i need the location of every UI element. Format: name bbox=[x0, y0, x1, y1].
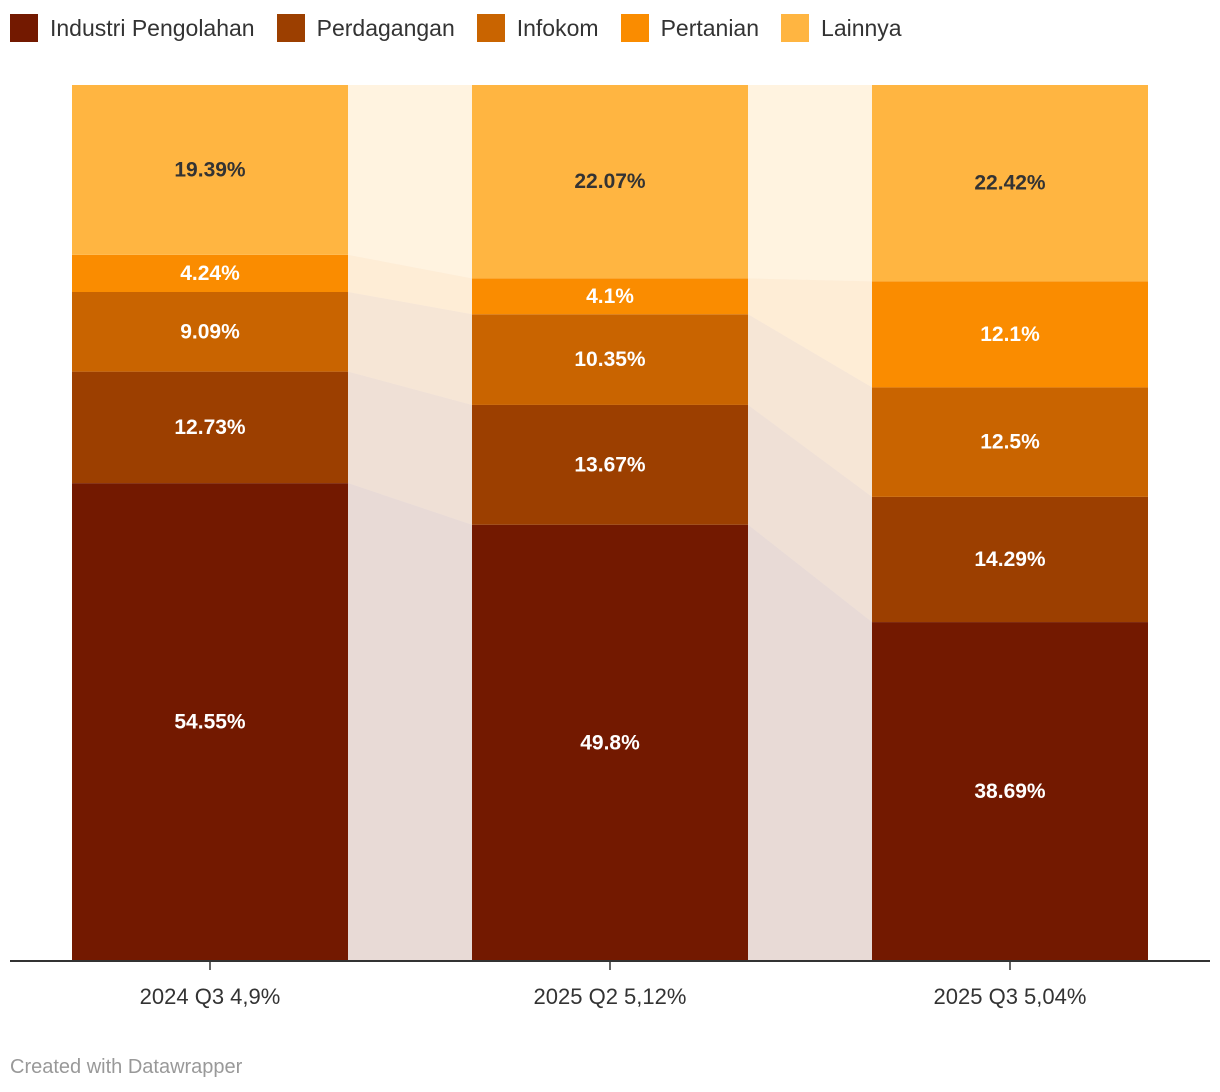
data-label: 14.29% bbox=[974, 548, 1046, 571]
data-label: 12.73% bbox=[174, 416, 246, 439]
datawrapper-credit: Created with Datawrapper bbox=[10, 1056, 243, 1078]
legend-label: Pertanian bbox=[660, 14, 760, 41]
connector-ribbon bbox=[748, 524, 872, 961]
legend-swatch bbox=[781, 14, 810, 42]
connector-ribbons bbox=[348, 85, 872, 961]
connector-ribbon bbox=[348, 85, 472, 279]
legend-item: Perdagangan bbox=[276, 14, 455, 42]
x-tick-label: 2025 Q3 5,04% bbox=[934, 984, 1087, 1009]
bar-segment bbox=[472, 404, 748, 525]
data-label: 19.39% bbox=[174, 158, 246, 181]
data-label: 12.5% bbox=[980, 431, 1040, 454]
connector-ribbon bbox=[748, 85, 872, 282]
bars bbox=[72, 85, 1148, 961]
connector-ribbon bbox=[748, 278, 872, 388]
connector-ribbon bbox=[348, 371, 472, 525]
connector-ribbon bbox=[748, 404, 872, 623]
legend-swatch bbox=[276, 14, 305, 42]
legend-label: Industri Pengolahan bbox=[50, 14, 255, 41]
bar-segment bbox=[872, 85, 1148, 282]
legend-label: Infokom bbox=[516, 14, 599, 41]
bar-segment bbox=[472, 85, 748, 279]
bar-segment bbox=[72, 483, 348, 961]
bar-segment bbox=[72, 254, 348, 292]
bar-segment bbox=[872, 281, 1148, 388]
data-label: 9.09% bbox=[180, 320, 240, 343]
data-label: 22.07% bbox=[574, 170, 646, 193]
bar-segment bbox=[872, 622, 1148, 961]
data-label: 4.1% bbox=[586, 285, 634, 308]
data-label: 54.55% bbox=[174, 711, 246, 734]
legend-item: Pertanian bbox=[620, 14, 760, 42]
bar-segment bbox=[72, 291, 348, 372]
data-label: 4.24% bbox=[180, 262, 240, 285]
legend-item: Infokom bbox=[476, 14, 599, 42]
x-axis: 2024 Q3 4,9% 2025 Q2 5,12% 2025 Q3 5,04% bbox=[140, 961, 1087, 1009]
bar-segment bbox=[472, 278, 748, 315]
connector-ribbon bbox=[348, 254, 472, 315]
x-tick-label: 2024 Q3 4,9% bbox=[140, 984, 281, 1009]
connector-ribbon bbox=[348, 483, 472, 961]
data-label: 13.67% bbox=[574, 453, 646, 476]
chart-legend: Industri Pengolahan Perdagangan Infokom Per… bbox=[10, 12, 924, 44]
x-tick-label: 2025 Q2 5,12% bbox=[534, 984, 687, 1009]
bar-segment bbox=[472, 314, 748, 405]
legend-swatch bbox=[620, 14, 649, 42]
bar-segment bbox=[72, 85, 348, 255]
data-label: 22.42% bbox=[974, 172, 1046, 195]
legend-item: Industri Pengolahan bbox=[10, 14, 255, 42]
data-label: 38.69% bbox=[974, 780, 1046, 803]
data-label: 12.1% bbox=[980, 323, 1040, 346]
legend-swatch bbox=[10, 14, 38, 42]
legend-swatch bbox=[476, 14, 505, 42]
data-labels: 54.55% 12.73% 9.09% 4.24% 19.39% 49.8% 13.67% 1… bbox=[174, 158, 1046, 803]
legend-label: Lainnya bbox=[821, 14, 902, 41]
legend-label: Perdagangan bbox=[316, 14, 455, 41]
bar-segment bbox=[872, 387, 1148, 497]
bar-segment bbox=[872, 496, 1148, 623]
data-label: 49.8% bbox=[580, 731, 640, 754]
bar-segment bbox=[472, 524, 748, 961]
legend-item: Lainnya bbox=[781, 14, 902, 42]
connector-ribbon bbox=[748, 314, 872, 497]
data-label: 10.35% bbox=[574, 348, 646, 371]
stacked-bar-chart: 54.55% 12.73% 9.09% 4.24% 19.39% 49.8% 13.67% 1… bbox=[10, 85, 1210, 1009]
connector-ribbon bbox=[348, 291, 472, 405]
bar-segment bbox=[72, 371, 348, 484]
